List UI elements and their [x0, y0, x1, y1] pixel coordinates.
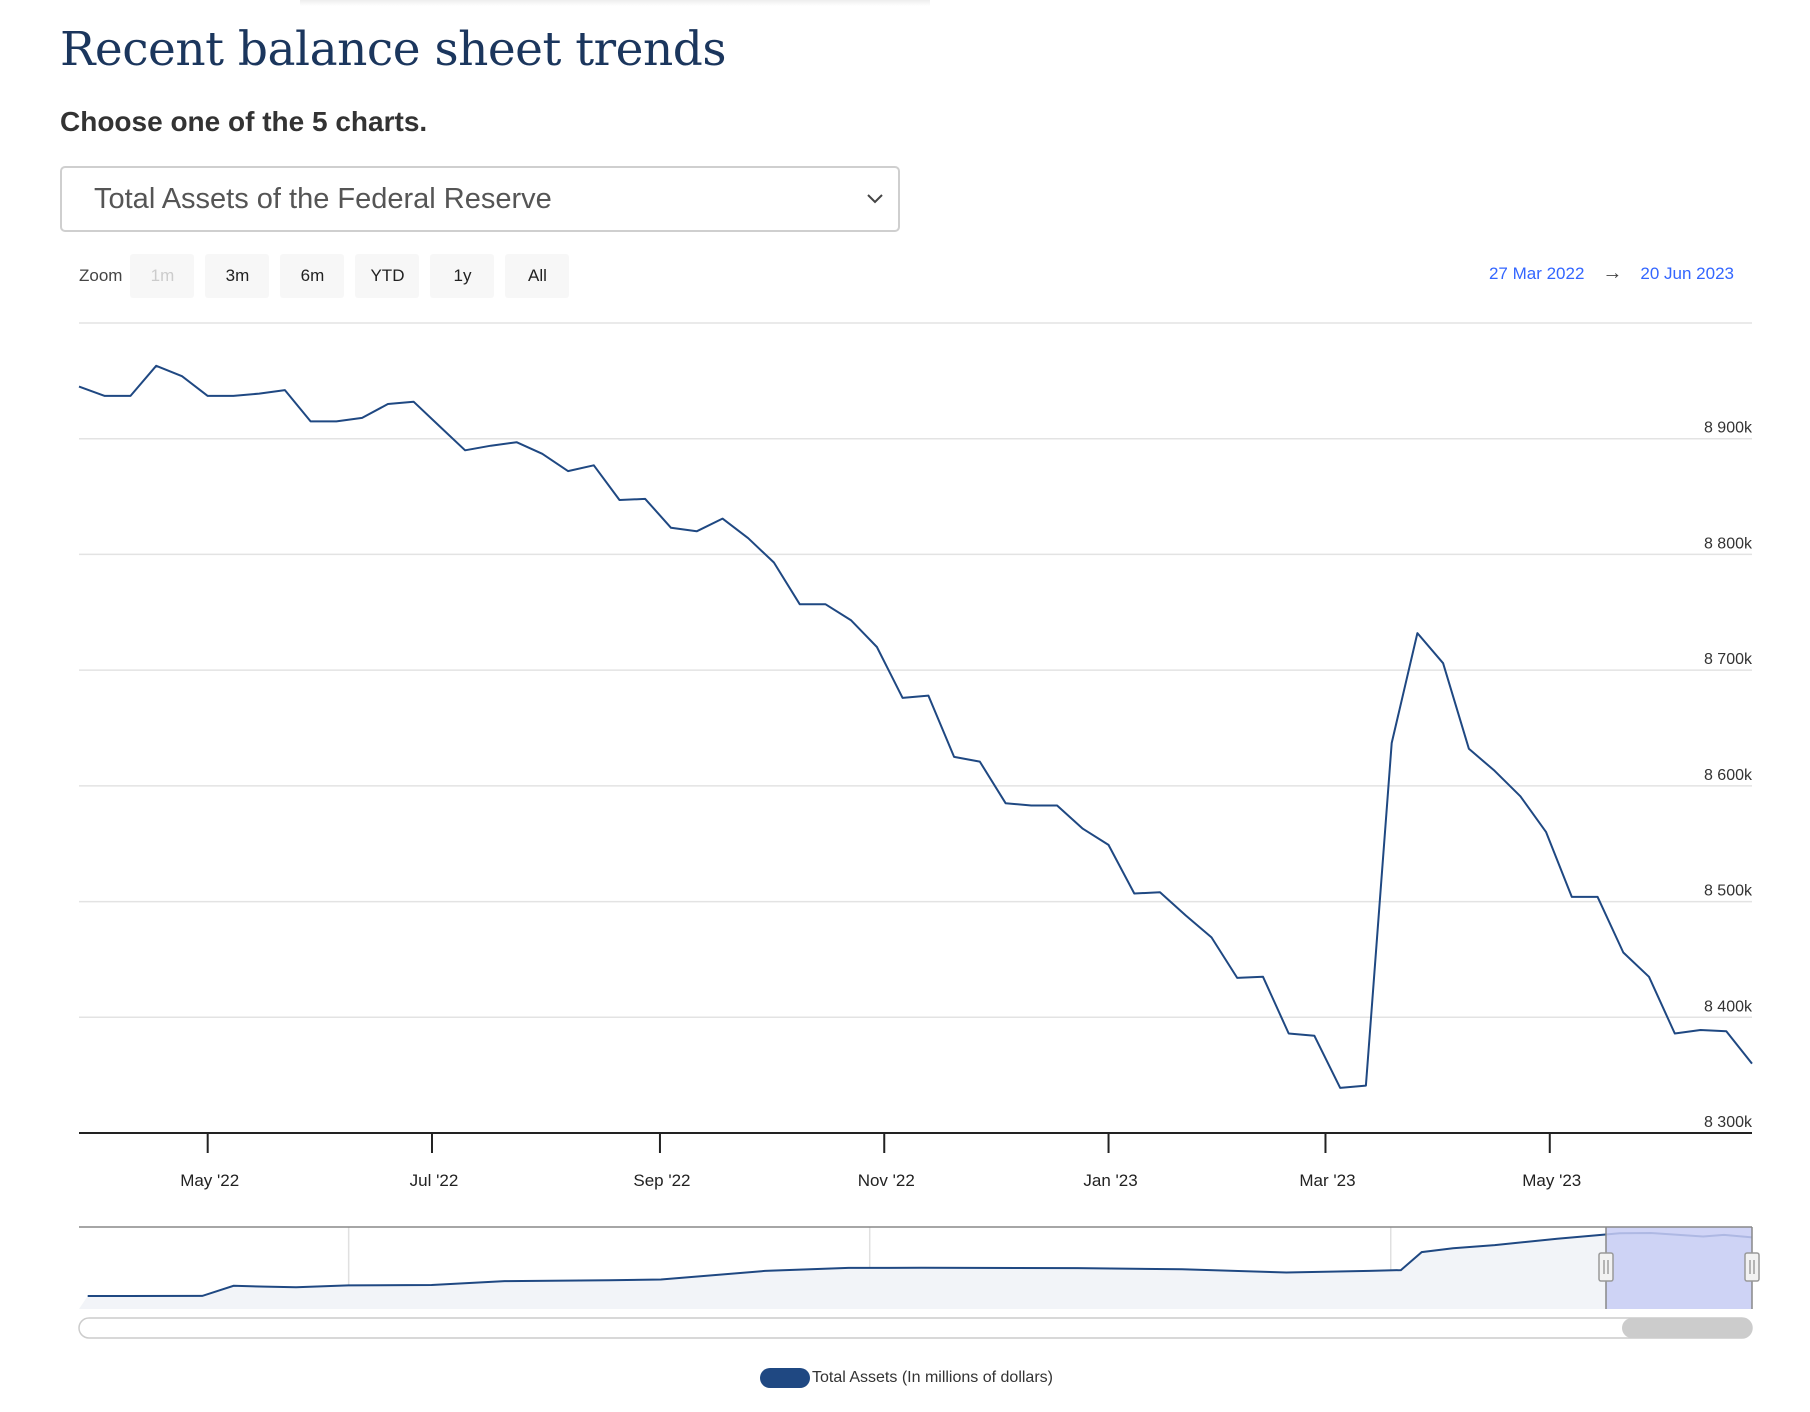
- legend-item[interactable]: Total Assets (In millions of dollars): [760, 1368, 1053, 1388]
- x-tick-label: Jul '22: [410, 1171, 459, 1190]
- navigator-handle-right[interactable]: [1744, 1252, 1760, 1282]
- scrollbar-thumb[interactable]: [1622, 1318, 1752, 1338]
- x-tick-label: May '22: [180, 1171, 239, 1190]
- navigator-area: [79, 1233, 1753, 1309]
- series-line-total-assets: [78, 364, 1753, 1089]
- range-arrow: →: [1602, 262, 1623, 284]
- chart-select-value: Total Assets of the Federal Reserve: [94, 182, 552, 215]
- zoom-6m-button[interactable]: 6m: [280, 254, 345, 298]
- range-from-date[interactable]: 27 Mar 2022: [1488, 263, 1585, 283]
- scrollbar-track: [78, 1317, 1753, 1339]
- range-to-date[interactable]: 20 Jun 2023: [1640, 263, 1734, 283]
- y-tick-label: 8 400k: [1704, 998, 1753, 1015]
- y-tick-label: 8 600k: [1704, 767, 1753, 784]
- chart-select-dropdown[interactable]: Total Assets of the Federal Reserve: [60, 166, 900, 232]
- y-tick-label: 8 800k: [1704, 535, 1753, 552]
- y-tick-label: 8 500k: [1704, 883, 1753, 900]
- top-edge-shadow: [300, 0, 930, 6]
- y-tick-label: 8 900k: [1704, 420, 1753, 437]
- x-tick-label: Jan '23: [1083, 1171, 1137, 1190]
- zoom-all-button[interactable]: All: [505, 254, 570, 298]
- navigator-series-line: [87, 1231, 1753, 1297]
- page-title: Recent balance sheet trends: [60, 22, 726, 77]
- zoom-3m-button[interactable]: 3m: [205, 254, 270, 298]
- zoom-1m-button[interactable]: 1m: [130, 254, 195, 298]
- legend-label: Total Assets (In millions of dollars): [812, 1369, 1053, 1386]
- zoom-1y-button[interactable]: 1y: [430, 254, 495, 298]
- legend-swatch: [760, 1368, 810, 1388]
- x-tick-label: May '23: [1522, 1171, 1581, 1190]
- navigator-selection: [1606, 1227, 1752, 1309]
- y-tick-label: 8 700k: [1704, 651, 1753, 668]
- date-range: 27 Mar 2022 → 20 Jun 2023: [1489, 262, 1734, 285]
- chevron-down-icon: [867, 194, 883, 204]
- x-tick-label: Mar '23: [1299, 1171, 1355, 1190]
- y-tick-label: 8 300k: [1704, 1114, 1753, 1131]
- zoom-label: Zoom: [79, 266, 123, 285]
- zoom-controls: Zoom 1m 3m 6m YTD 1y All: [79, 254, 570, 298]
- navigator-handle-left[interactable]: [1598, 1252, 1614, 1282]
- page-subtitle: Choose one of the 5 charts.: [60, 106, 428, 137]
- x-tick-label: Sep '22: [633, 1171, 690, 1190]
- x-tick-label: Nov '22: [858, 1171, 915, 1190]
- zoom-ytd-button[interactable]: YTD: [355, 254, 420, 298]
